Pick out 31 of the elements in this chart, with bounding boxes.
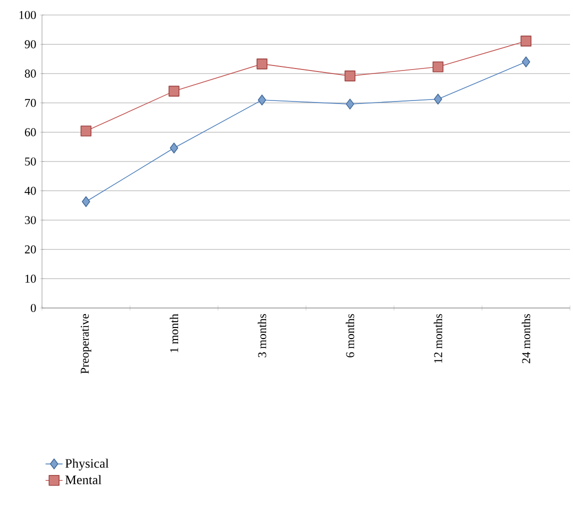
y-tick-label: 0 bbox=[30, 304, 36, 312]
legend-label: Physical bbox=[65, 458, 109, 470]
point bbox=[80, 126, 92, 136]
y-tick-label: 30 bbox=[24, 216, 36, 224]
y-tick-label: 50 bbox=[25, 157, 36, 166]
x-tick-label: 1 month bbox=[170, 314, 178, 352]
y-tick-label: 100 bbox=[19, 10, 36, 20]
point bbox=[168, 86, 180, 97]
point bbox=[522, 56, 530, 68]
y-tick-label: 60 bbox=[24, 128, 36, 136]
x-tick-label: 12 months bbox=[434, 314, 442, 363]
x-tick-label: 24 months bbox=[522, 314, 530, 364]
y-tick-label: 70 bbox=[25, 98, 36, 107]
point bbox=[344, 70, 356, 82]
y-tick-label: 80 bbox=[24, 70, 36, 78]
x-tick-label: Preoperative bbox=[80, 314, 92, 374]
point bbox=[434, 94, 442, 104]
point bbox=[170, 142, 178, 154]
point bbox=[346, 98, 354, 110]
y-tick-label: 10 bbox=[25, 274, 36, 283]
point bbox=[258, 94, 266, 106]
x-tick-label: 3 months bbox=[258, 314, 266, 358]
x-tick-label: 6 months bbox=[346, 314, 354, 358]
y-tick-label: 40 bbox=[24, 186, 36, 195]
y-tick-label: 90 bbox=[24, 40, 36, 48]
point bbox=[520, 36, 532, 46]
point bbox=[256, 58, 268, 70]
point bbox=[82, 196, 90, 208]
legend-label: Mental bbox=[65, 475, 102, 484]
y-tick-label: 20 bbox=[24, 245, 36, 254]
point bbox=[432, 61, 444, 72]
